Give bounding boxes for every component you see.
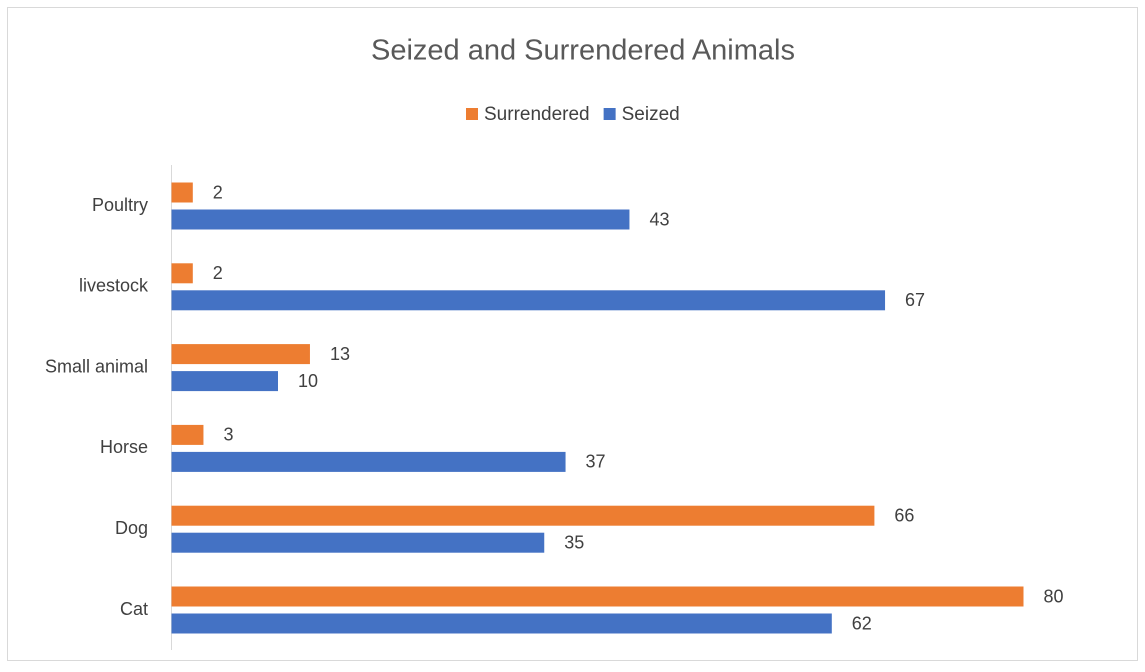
- bar: [171, 290, 886, 311]
- bar: [171, 451, 566, 472]
- y-tick-label: Cat: [120, 599, 148, 619]
- legend-label: Surrendered: [484, 104, 590, 125]
- data-label: 13: [330, 344, 350, 364]
- bar: [171, 586, 1024, 607]
- bar: [171, 613, 832, 634]
- data-label: 43: [649, 209, 669, 229]
- legend-swatch: [466, 108, 478, 120]
- bar: [171, 263, 193, 284]
- data-label: 10: [298, 371, 318, 391]
- data-label: 67: [905, 290, 925, 310]
- chart-title: Seized and Surrendered Animals: [371, 35, 795, 67]
- data-label: 66: [894, 505, 914, 525]
- y-tick-label: Dog: [115, 518, 148, 538]
- bar: [171, 209, 630, 230]
- bar: [171, 371, 278, 392]
- data-label: 37: [586, 452, 606, 472]
- legend-label: Seized: [622, 104, 680, 125]
- y-tick-label: Horse: [100, 437, 148, 457]
- legend-swatch: [603, 108, 616, 120]
- data-label: 62: [852, 613, 872, 633]
- data-label: 2: [213, 263, 223, 283]
- bar: [171, 424, 204, 445]
- data-label: 3: [223, 425, 233, 445]
- data-label: 80: [1044, 586, 1064, 606]
- bar: [171, 505, 875, 526]
- data-label: 35: [564, 532, 584, 552]
- bar: [171, 182, 193, 203]
- y-tick-label: livestock: [79, 276, 149, 296]
- y-tick-label: Poultry: [92, 195, 148, 215]
- bar: [171, 344, 310, 365]
- bar: [171, 532, 545, 553]
- data-label: 2: [213, 182, 223, 202]
- y-tick-label: Small animal: [45, 356, 148, 376]
